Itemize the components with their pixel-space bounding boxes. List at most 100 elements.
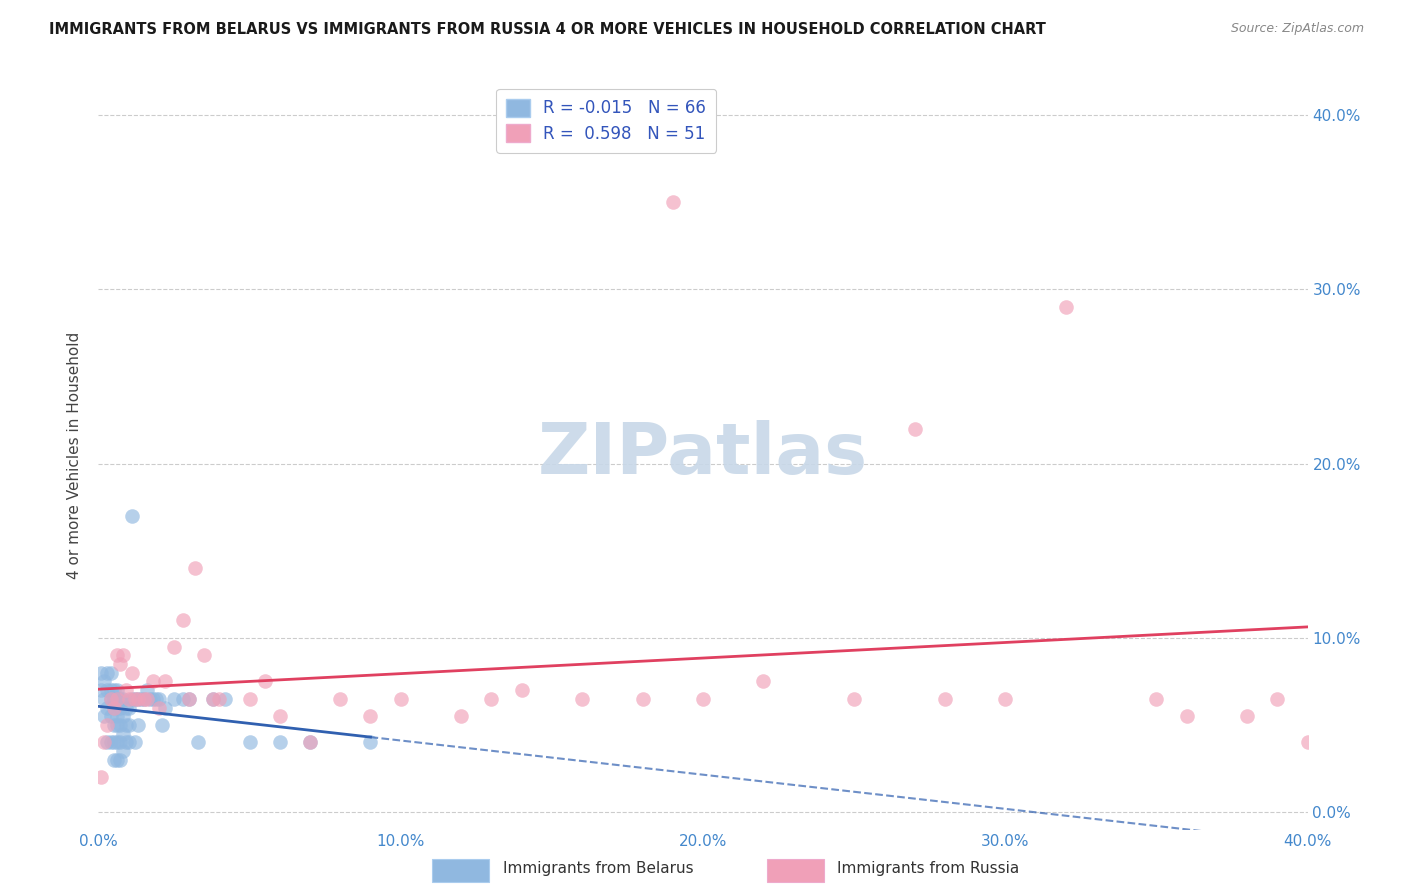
Point [150, 718, 173, 732]
Bar [432, 859, 489, 882]
Point [184, 561, 207, 575]
Point [111, 744, 134, 758]
Point [329, 691, 352, 706]
Point [127, 718, 149, 732]
Point [253, 674, 276, 689]
Point [661, 195, 683, 210]
Legend: R = -0.015   N = 66, R =  0.598   N = 51: R = -0.015 N = 66, R = 0.598 N = 51 [496, 88, 716, 153]
Point [389, 691, 412, 706]
Point [100, 735, 122, 749]
Point [934, 691, 956, 706]
Point [844, 691, 866, 706]
Point [153, 674, 176, 689]
Point [100, 683, 122, 698]
Point [111, 648, 134, 663]
Point [111, 691, 134, 706]
Point [111, 709, 134, 723]
Point [163, 640, 186, 654]
Point [127, 691, 149, 706]
Point [103, 718, 125, 732]
Bar [766, 859, 824, 882]
Point [208, 691, 231, 706]
Point [239, 691, 262, 706]
Point [631, 691, 654, 706]
Point [114, 718, 136, 732]
Y-axis label: 4 or more Vehicles in Household: 4 or more Vehicles in Household [67, 331, 83, 579]
Point [90, 770, 112, 784]
Text: Source: ZipAtlas.com: Source: ZipAtlas.com [1230, 22, 1364, 36]
Point [90, 683, 112, 698]
Point [139, 691, 162, 706]
Point [105, 648, 128, 663]
Point [202, 691, 225, 706]
Point [450, 709, 472, 723]
Point [108, 735, 131, 749]
Point [100, 691, 122, 706]
Point [124, 735, 146, 749]
Point [132, 691, 155, 706]
Point [103, 700, 125, 714]
Point [108, 700, 131, 714]
Point [692, 691, 714, 706]
Point [163, 691, 186, 706]
Point [299, 735, 322, 749]
Point [96, 700, 118, 714]
Point [105, 691, 128, 706]
Point [153, 700, 176, 714]
Point [93, 735, 115, 749]
Point [571, 691, 593, 706]
Point [121, 691, 143, 706]
Point [1296, 735, 1319, 749]
Point [129, 691, 152, 706]
Point [108, 691, 131, 706]
Point [105, 709, 128, 723]
Point [124, 691, 146, 706]
Text: Immigrants from Russia: Immigrants from Russia [837, 861, 1019, 876]
Text: ZIPatlas: ZIPatlas [538, 420, 868, 490]
Point [172, 691, 194, 706]
Point [1054, 300, 1077, 314]
Point [179, 691, 201, 706]
Point [1236, 709, 1258, 723]
Point [124, 691, 146, 706]
Point [299, 735, 322, 749]
Point [172, 614, 194, 628]
Point [103, 735, 125, 749]
Text: IMMIGRANTS FROM BELARUS VS IMMIGRANTS FROM RUSSIA 4 OR MORE VEHICLES IN HOUSEHOL: IMMIGRANTS FROM BELARUS VS IMMIGRANTS FR… [49, 22, 1046, 37]
Point [96, 665, 118, 680]
Point [360, 709, 382, 723]
Point [994, 691, 1017, 706]
Point [132, 691, 155, 706]
Point [108, 753, 131, 767]
Point [114, 683, 136, 698]
Point [103, 691, 125, 706]
Point [93, 674, 115, 689]
Point [187, 735, 209, 749]
Point [105, 691, 128, 706]
Point [114, 735, 136, 749]
Point [103, 753, 125, 767]
Point [93, 709, 115, 723]
Point [100, 709, 122, 723]
Point [135, 691, 157, 706]
Point [145, 691, 167, 706]
Point [1267, 691, 1289, 706]
Point [1175, 709, 1198, 723]
Point [105, 735, 128, 749]
Point [904, 422, 927, 436]
Point [96, 735, 118, 749]
Point [121, 665, 143, 680]
Point [1144, 691, 1167, 706]
Point [108, 718, 131, 732]
Point [142, 674, 165, 689]
Point [103, 700, 125, 714]
Point [103, 683, 125, 698]
Point [202, 691, 225, 706]
Point [269, 709, 291, 723]
Point [105, 683, 128, 698]
Point [90, 665, 112, 680]
Point [510, 683, 533, 698]
Point [214, 691, 236, 706]
Point [269, 735, 291, 749]
Point [193, 648, 215, 663]
